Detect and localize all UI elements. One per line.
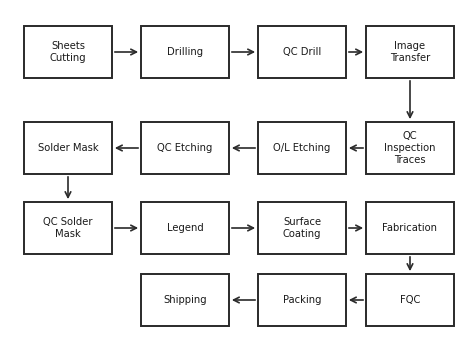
Text: QC Solder
Mask: QC Solder Mask [43, 217, 93, 239]
Bar [366, 274, 454, 326]
Text: Sheets
Cutting: Sheets Cutting [50, 41, 86, 63]
Text: Packing: Packing [283, 295, 321, 305]
Bar [24, 26, 112, 78]
Bar [141, 202, 229, 254]
Bar [258, 26, 346, 78]
Bar [24, 202, 112, 254]
Text: FQC: FQC [400, 295, 420, 305]
Bar [141, 122, 229, 174]
Bar [258, 274, 346, 326]
Text: O/L Etching: O/L Etching [273, 143, 331, 153]
Text: Solder Mask: Solder Mask [38, 143, 98, 153]
Bar [258, 202, 346, 254]
Bar [24, 122, 112, 174]
Bar [366, 202, 454, 254]
Text: Image
Transfer: Image Transfer [390, 41, 430, 63]
Text: Shipping: Shipping [163, 295, 207, 305]
Text: QC Etching: QC Etching [157, 143, 213, 153]
Bar [366, 122, 454, 174]
Text: QC
Inspection
Traces: QC Inspection Traces [384, 132, 436, 164]
Bar [258, 122, 346, 174]
Text: Surface
Coating: Surface Coating [283, 217, 321, 239]
Bar [141, 274, 229, 326]
Text: QC Drill: QC Drill [283, 47, 321, 57]
Bar [141, 26, 229, 78]
Text: Fabrication: Fabrication [383, 223, 438, 233]
Text: Drilling: Drilling [167, 47, 203, 57]
Bar [366, 26, 454, 78]
Text: Legend: Legend [167, 223, 203, 233]
